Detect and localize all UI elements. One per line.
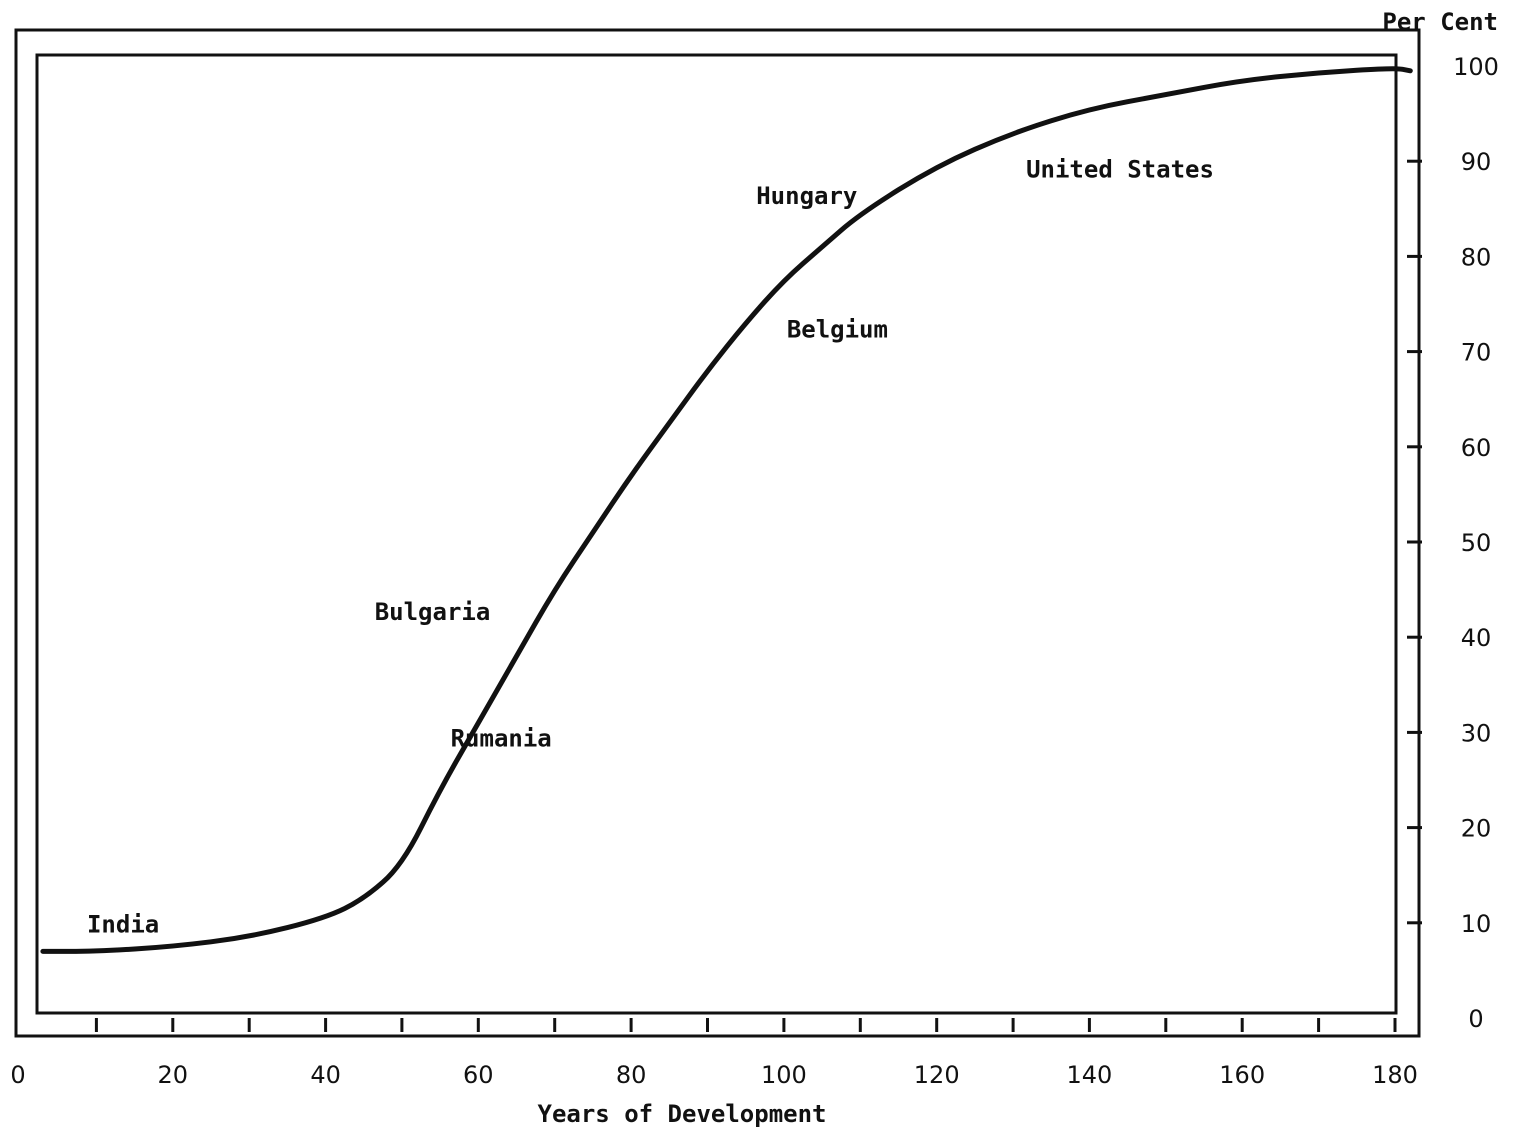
x-tick-label: 180 (1372, 1061, 1418, 1089)
chart-frame-outer (14, 28, 1421, 1038)
y-tick-label: 20 (1461, 815, 1492, 843)
y-tick-label: 10 (1461, 910, 1492, 938)
y-tick-label: 40 (1461, 624, 1492, 652)
x-tick-label: 160 (1219, 1061, 1265, 1089)
x-tick-label: 120 (914, 1061, 960, 1089)
x-tick-label: 140 (1066, 1061, 1112, 1089)
y-tick-label: 80 (1461, 243, 1492, 271)
y-tick-label: 0 (1468, 1005, 1483, 1033)
y-tick-label: 50 (1461, 529, 1492, 557)
x-axis-title: Years of Development (538, 1100, 827, 1128)
x-tick-label: 60 (463, 1061, 494, 1089)
ticks-layer (94, 159, 1422, 1032)
y-tick-label: 70 (1461, 339, 1492, 367)
y-tick-label: 60 (1461, 434, 1492, 462)
annotation-united-states: United States (1026, 155, 1214, 183)
y-tick-label: 90 (1461, 148, 1492, 176)
annotation-hungary: Hungary (756, 182, 857, 210)
x-tick-label: 80 (616, 1061, 647, 1089)
annotation-bulgaria: Bulgaria (375, 598, 491, 626)
series-line (40, 66, 1413, 954)
y-axis-title: Per Cent (1382, 8, 1498, 36)
x-tick-label: 0 (10, 1061, 25, 1089)
x-tick-label: 40 (310, 1061, 341, 1089)
x-tick-label: 20 (158, 1061, 189, 1089)
y-tick-label: 100 (1453, 53, 1499, 81)
annotation-belgium: Belgium (787, 315, 888, 343)
x-tick-label: 100 (761, 1061, 807, 1089)
chart-frame-inner (35, 53, 1398, 1015)
labels-layer: 0 20 40 60 80 100 120 140 160 180 0 10 20 30 40 50 60 70 8… (10, 53, 1499, 1089)
annotation-rumania: Rumania (451, 725, 552, 753)
y-tick-label: 30 (1461, 719, 1492, 747)
annotation-india: India (87, 910, 159, 938)
